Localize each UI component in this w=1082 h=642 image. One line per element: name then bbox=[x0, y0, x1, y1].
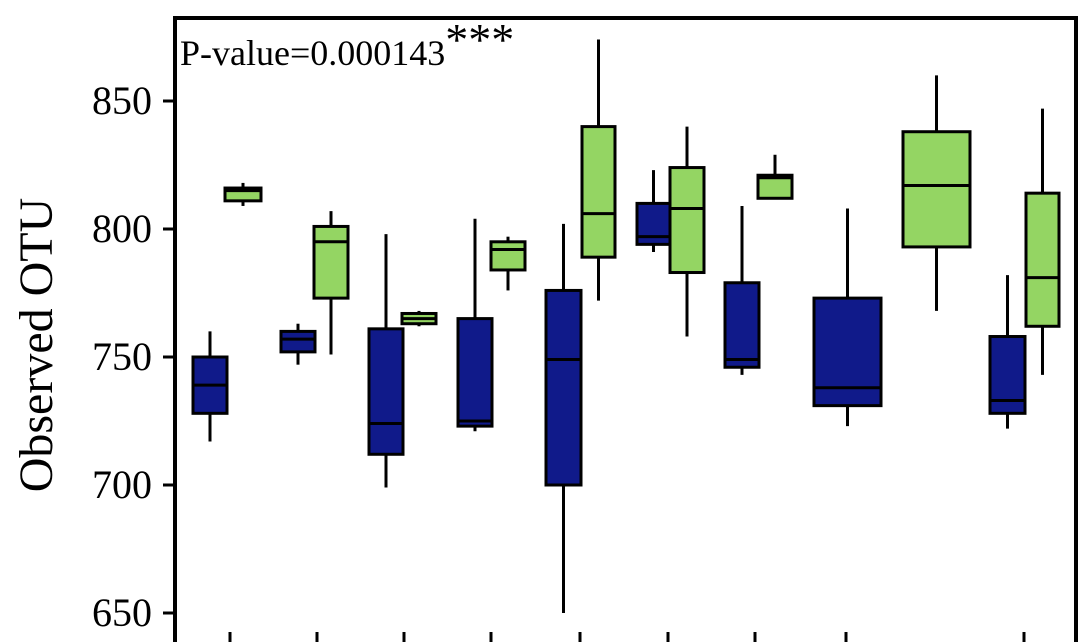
box-6-dark bbox=[635, 170, 672, 253]
y-tick-label: 850 bbox=[92, 78, 152, 123]
box-body bbox=[544, 288, 583, 487]
box-1-dark bbox=[191, 331, 229, 442]
y-axis-label: Observed OTU bbox=[10, 198, 63, 493]
box-7-dark bbox=[723, 205, 761, 375]
box-9-dark bbox=[988, 275, 1027, 429]
box-6-light bbox=[668, 126, 706, 337]
box-3-light bbox=[400, 310, 438, 327]
significance-stars: *** bbox=[445, 14, 514, 65]
box-9-light bbox=[1024, 108, 1061, 375]
y-tick-label: 700 bbox=[92, 462, 152, 507]
y-tick-label: 750 bbox=[92, 334, 152, 379]
box-8-light bbox=[901, 75, 972, 311]
box-body bbox=[367, 327, 405, 456]
box-body bbox=[635, 201, 672, 246]
box-2-light bbox=[312, 211, 350, 355]
box-body bbox=[756, 173, 794, 200]
box-7-light bbox=[756, 154, 794, 200]
box-body bbox=[668, 166, 706, 275]
box-1-light bbox=[223, 182, 263, 206]
p-value-text: P-value=0.000143 bbox=[180, 33, 445, 73]
y-tick-label: 650 bbox=[92, 590, 152, 635]
box-body bbox=[312, 224, 350, 300]
box-body bbox=[489, 240, 527, 272]
box-body bbox=[901, 130, 972, 249]
box-5-light bbox=[580, 39, 617, 301]
box-body bbox=[1024, 191, 1061, 328]
box-body bbox=[279, 329, 317, 354]
box-body bbox=[723, 281, 761, 369]
box-4-light bbox=[489, 236, 527, 291]
box-4-dark bbox=[456, 218, 494, 432]
y-tick-label: 800 bbox=[92, 206, 152, 251]
box-5-dark bbox=[544, 223, 583, 613]
annotation: P-value=0.000143*** bbox=[180, 14, 514, 73]
box-body bbox=[456, 317, 494, 428]
y-axis: 650 700 750 800 850 bbox=[92, 78, 1026, 642]
box-3-dark bbox=[367, 234, 405, 488]
box-body bbox=[812, 296, 883, 408]
box-8-dark bbox=[812, 208, 883, 427]
box-body bbox=[580, 125, 617, 259]
boxes-layer bbox=[191, 39, 1061, 613]
plot-frame bbox=[173, 16, 1078, 642]
box-2-dark bbox=[279, 323, 317, 365]
